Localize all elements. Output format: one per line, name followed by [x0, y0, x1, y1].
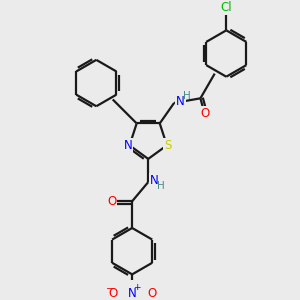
- Text: O: O: [200, 107, 209, 120]
- Text: N: N: [123, 139, 132, 152]
- Text: H: H: [157, 181, 165, 191]
- Text: N: N: [128, 287, 136, 300]
- Text: Cl: Cl: [220, 1, 232, 13]
- Text: −: −: [106, 284, 114, 294]
- Text: N: N: [150, 174, 159, 187]
- Text: O: O: [147, 287, 156, 300]
- Text: O: O: [107, 195, 116, 208]
- Text: S: S: [164, 139, 172, 152]
- Text: H: H: [183, 91, 190, 101]
- Text: N: N: [176, 95, 185, 108]
- Text: +: +: [133, 283, 140, 292]
- Text: O: O: [108, 287, 117, 300]
